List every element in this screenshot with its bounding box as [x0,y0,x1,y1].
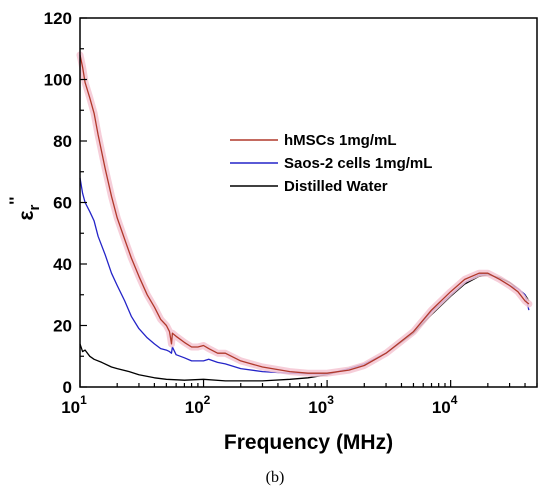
x-tick-label: 104 [432,393,458,417]
y-tick-label: 60 [53,194,72,213]
x-tick-label: 102 [185,393,211,417]
y-tick-label: 40 [53,255,72,274]
plot-frame [79,17,538,388]
series-line-hmscs-1mg-ml [79,54,530,374]
series-layer [76,51,533,382]
ticks-layer [79,17,538,388]
y-tick-label: 120 [44,9,72,28]
y-axis-title-sup: '' [6,197,25,205]
legend: hMSCs 1mg/mL Saos-2 cells 1mg/mL Distilled… [230,132,432,195]
x-tick-label: 101 [61,393,87,417]
y-axis-title-base: ε [15,211,38,221]
series-line-saos-2-cells-1mg-ml [79,177,530,375]
y-tick-label: 100 [44,71,72,90]
legend-label-2: Distilled Water [284,178,388,195]
x-tick-label: 103 [308,393,334,417]
figure-caption: (b) [266,469,285,486]
y-tick-label: 80 [53,132,72,151]
legend-label-0: hMSCs 1mg/mL [284,132,397,149]
series-band-hmscs-1mg-ml [76,51,533,377]
y-tick-label: 20 [53,317,72,336]
x-tick-labels: 101 102 103 104 [61,393,458,417]
y-axis-title-sub: r [26,205,43,211]
x-axis-title: Frequency (MHz) [224,431,393,454]
y-axis-title: εr'' [6,197,43,221]
legend-label-1: Saos-2 cells 1mg/mL [284,155,432,172]
y-tick-label: 0 [63,378,72,397]
y-tick-labels: 0 20 40 60 80 100 120 [44,9,72,397]
